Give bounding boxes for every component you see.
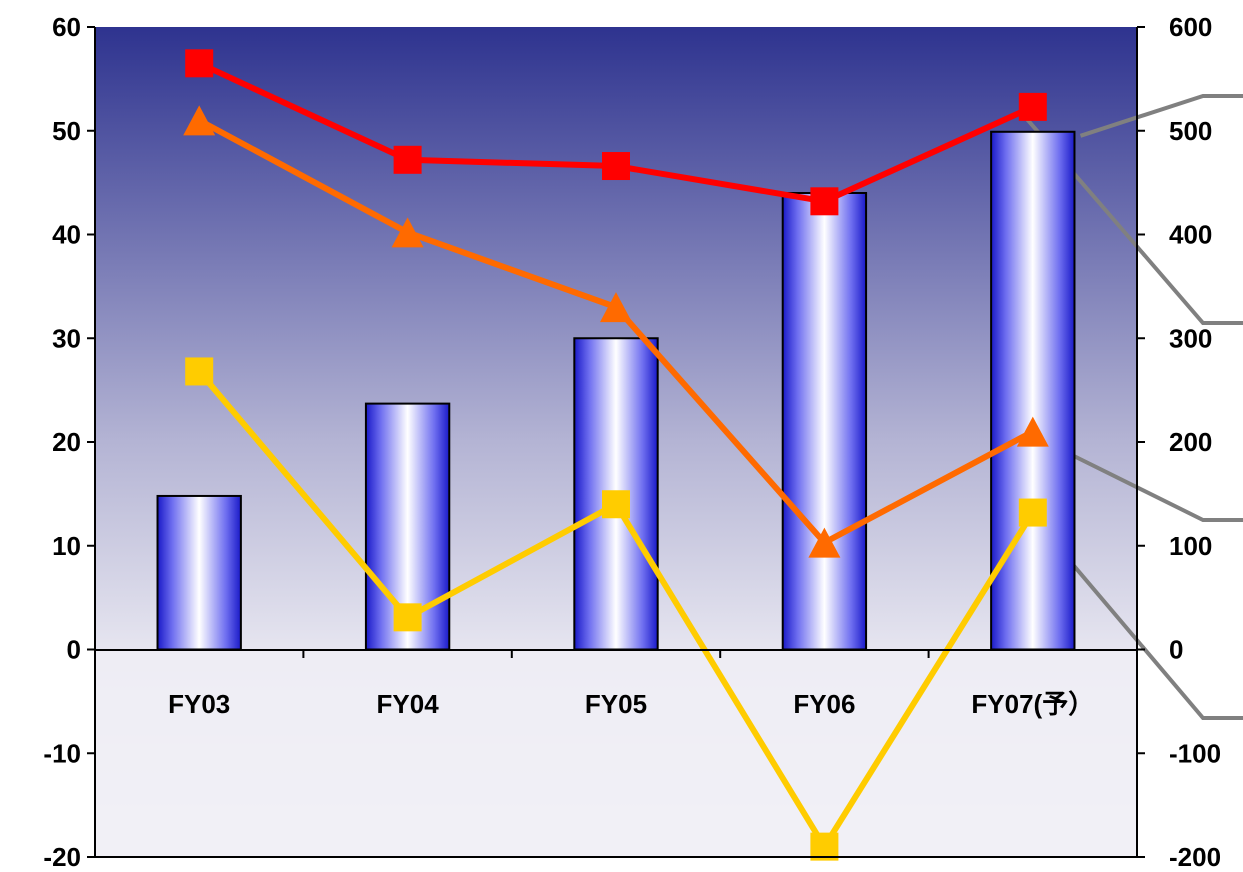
leader-lines bbox=[1025, 94, 1243, 720]
left-axis: 60 50 40 30 20 10 0 -10 -20 bbox=[43, 12, 95, 872]
right-axis: 600 500 400 300 200 100 0 -100 -200 bbox=[1137, 12, 1221, 872]
data-label-leader-line bbox=[1035, 435, 1243, 522]
square-marker bbox=[1018, 92, 1047, 121]
data-label-leader-line bbox=[1079, 94, 1243, 138]
right-axis-tick-label: -200 bbox=[1169, 842, 1221, 872]
right-axis-tick-label: 400 bbox=[1169, 220, 1212, 250]
square-marker bbox=[185, 357, 214, 386]
left-axis-tick-label: 30 bbox=[52, 323, 81, 353]
triangle-marker bbox=[808, 527, 841, 558]
x-axis-category-label: FY04 bbox=[377, 689, 440, 719]
x-axis-category-label: FY07(予） bbox=[971, 689, 1094, 719]
data-label-leader-line bbox=[1025, 117, 1243, 325]
left-axis-tick-label: 10 bbox=[52, 531, 81, 561]
bar-series bbox=[156, 130, 1076, 651]
left-axis-tick-label: -10 bbox=[43, 738, 81, 768]
data-label-leader-line bbox=[1027, 511, 1243, 720]
left-axis-tick-label: 40 bbox=[52, 220, 81, 250]
left-axis-tick-label: 0 bbox=[67, 635, 81, 665]
right-axis-tick-label: 600 bbox=[1169, 12, 1212, 42]
bar bbox=[156, 494, 242, 651]
square-marker bbox=[393, 145, 422, 174]
triangle-marker bbox=[183, 105, 216, 136]
square-marker bbox=[185, 49, 214, 78]
right-axis-tick-label: 500 bbox=[1169, 116, 1212, 146]
bar bbox=[990, 130, 1076, 651]
line-series-group bbox=[183, 49, 1049, 861]
square-marker bbox=[1018, 498, 1047, 527]
triangle-marker bbox=[600, 292, 632, 323]
line-series bbox=[185, 357, 1047, 861]
line-series bbox=[185, 49, 1047, 216]
right-axis-tick-label: 200 bbox=[1169, 427, 1212, 457]
right-axis-tick-label: 300 bbox=[1169, 323, 1212, 353]
square-marker bbox=[810, 187, 839, 216]
right-axis-tick-label: -100 bbox=[1169, 738, 1221, 768]
right-axis-tick-label: 100 bbox=[1169, 531, 1212, 561]
square-marker bbox=[602, 152, 630, 181]
square-marker bbox=[602, 490, 630, 519]
x-axis: FY03 FY04 FY05 FY06 FY07(予） bbox=[168, 650, 1094, 719]
square-marker bbox=[810, 832, 839, 861]
x-axis-category-label: FY03 bbox=[168, 689, 230, 719]
x-axis-category-label: FY05 bbox=[585, 689, 647, 719]
square-marker bbox=[393, 603, 422, 632]
x-axis-category-label: FY06 bbox=[793, 689, 855, 719]
right-axis-tick-label: 0 bbox=[1169, 635, 1183, 665]
triangle-marker bbox=[1016, 416, 1049, 447]
lower-plot-area-band bbox=[95, 650, 1137, 857]
line-series bbox=[183, 105, 1049, 558]
triangle-marker bbox=[391, 217, 424, 248]
left-axis-tick-label: 50 bbox=[52, 116, 81, 146]
left-axis-tick-label: 60 bbox=[52, 12, 81, 42]
left-axis-tick-label: -20 bbox=[43, 842, 81, 872]
left-axis-tick-label: 20 bbox=[52, 427, 81, 457]
bar bbox=[781, 192, 868, 651]
